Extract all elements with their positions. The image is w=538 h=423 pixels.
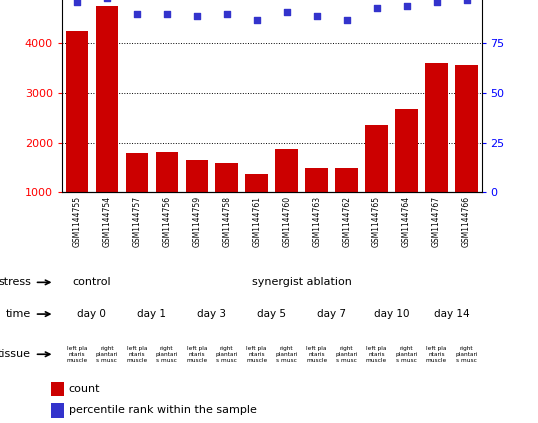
Text: GSM1144754: GSM1144754 (102, 196, 111, 247)
Point (313, 12, 321, 19)
Text: left pla
ntaris
muscle: left pla ntaris muscle (246, 346, 267, 363)
Text: control: control (73, 277, 111, 287)
Bar (51, 382, 64, 396)
Text: day 14: day 14 (434, 309, 469, 319)
Bar (455, 65, 478, 192)
Point (252, 16, 261, 23)
Bar (155, 152, 178, 192)
Bar (395, 109, 418, 192)
Bar (186, 160, 208, 192)
Text: synergist ablation: synergist ablation (252, 277, 352, 287)
Text: left pla
ntaris
muscle: left pla ntaris muscle (66, 346, 88, 363)
Text: left pla
ntaris
muscle: left pla ntaris muscle (426, 346, 447, 363)
Point (342, 16, 351, 23)
Text: stress: stress (0, 277, 31, 287)
Text: day 3: day 3 (197, 309, 226, 319)
Text: day 7: day 7 (317, 309, 346, 319)
Text: GSM1144765: GSM1144765 (372, 196, 381, 247)
Point (222, 10, 231, 17)
Text: left pla
ntaris
muscle: left pla ntaris muscle (126, 346, 147, 363)
Point (432, 0, 441, 5)
Text: right
plantari
s musc: right plantari s musc (216, 346, 238, 363)
Text: left pla
ntaris
muscle: left pla ntaris muscle (186, 346, 207, 363)
Text: GSM1144767: GSM1144767 (432, 196, 441, 247)
Text: GSM1144761: GSM1144761 (252, 196, 261, 247)
Text: GSM1144759: GSM1144759 (192, 196, 201, 247)
Text: day 5: day 5 (257, 309, 286, 319)
Text: GSM1144764: GSM1144764 (402, 196, 411, 247)
Text: right
plantari
s musc: right plantari s musc (155, 346, 178, 363)
Bar (335, 168, 358, 192)
Bar (96, 6, 118, 192)
Text: GSM1144755: GSM1144755 (72, 196, 81, 247)
Point (193, 12, 201, 19)
Bar (51, 403, 64, 418)
Text: GSM1144758: GSM1144758 (222, 196, 231, 247)
Bar (245, 173, 268, 192)
Point (132, 10, 141, 17)
Text: left pla
ntaris
muscle: left pla ntaris muscle (366, 346, 387, 363)
Point (103, 0, 111, 1)
Text: right
plantari
s musc: right plantari s musc (275, 346, 298, 363)
Point (162, 10, 171, 17)
Text: tissue: tissue (0, 349, 31, 359)
Text: day 1: day 1 (137, 309, 166, 319)
Text: left pla
ntaris
muscle: left pla ntaris muscle (306, 346, 327, 363)
Bar (365, 125, 388, 192)
Text: percentile rank within the sample: percentile rank within the sample (69, 405, 257, 415)
Bar (125, 153, 148, 192)
Point (372, 4, 381, 11)
Text: GSM1144766: GSM1144766 (462, 196, 471, 247)
Text: right
plantari
s musc: right plantari s musc (96, 346, 118, 363)
Text: GSM1144760: GSM1144760 (282, 196, 291, 247)
Text: GSM1144762: GSM1144762 (342, 196, 351, 247)
Text: day 10: day 10 (374, 309, 409, 319)
Text: GSM1144756: GSM1144756 (162, 196, 171, 247)
Text: time: time (6, 309, 31, 319)
Text: GSM1144757: GSM1144757 (132, 196, 141, 247)
Bar (306, 168, 328, 192)
Bar (216, 163, 238, 192)
Bar (275, 149, 298, 192)
Point (462, 0, 471, 3)
Text: count: count (69, 384, 101, 394)
Text: day 0: day 0 (77, 309, 107, 319)
Text: right
plantari
s musc: right plantari s musc (395, 346, 418, 363)
Point (282, 8, 291, 15)
Bar (66, 31, 88, 192)
Point (73, 0, 81, 5)
Text: right
plantari
s musc: right plantari s musc (335, 346, 358, 363)
Point (402, 2, 411, 9)
Bar (426, 63, 448, 192)
Text: GSM1144763: GSM1144763 (312, 196, 321, 247)
Text: right
plantari
s musc: right plantari s musc (455, 346, 478, 363)
